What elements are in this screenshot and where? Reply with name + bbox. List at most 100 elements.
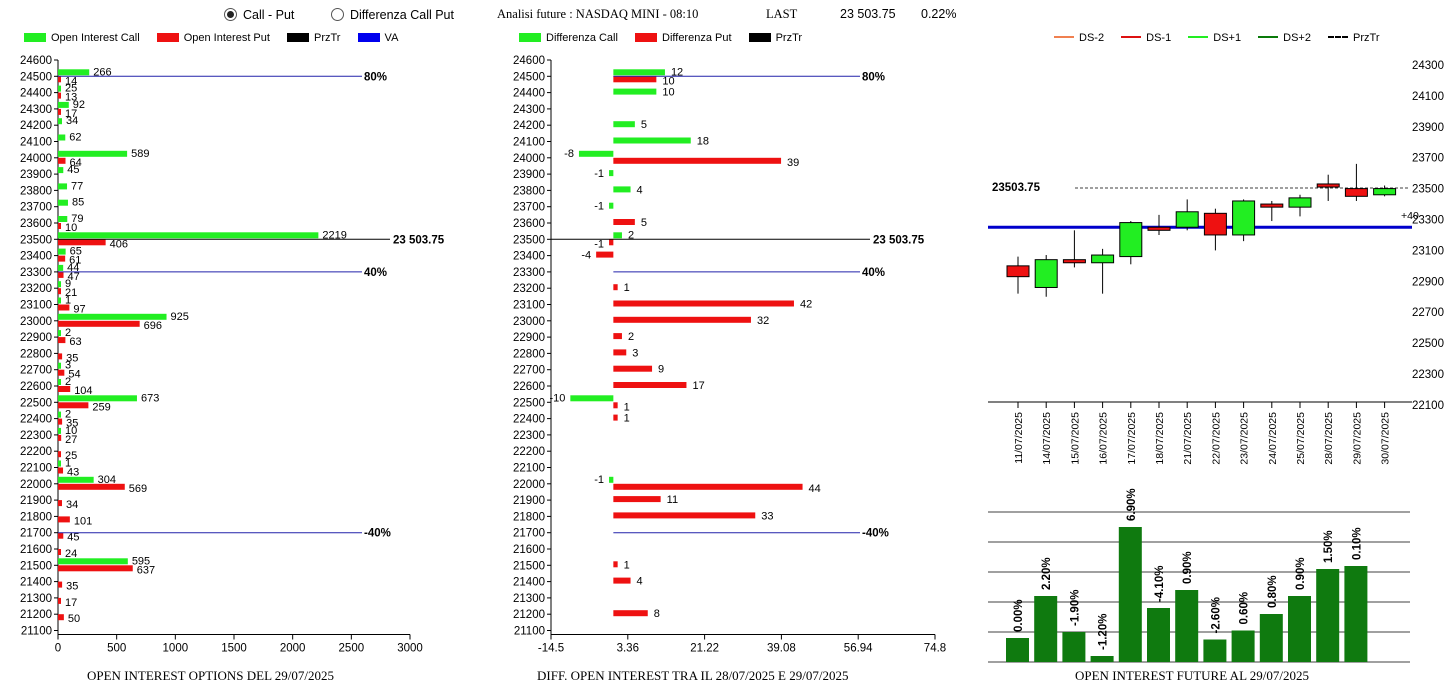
c2-put-bar-label: 8 [654, 608, 660, 620]
c1-put-bar [58, 434, 62, 441]
c1-x-tick-label: 1500 [221, 643, 247, 655]
c1-put-label: 97 [73, 304, 85, 316]
c2-put-bar [613, 316, 751, 323]
c1-call-label: 2 [65, 327, 71, 339]
c4-bar [1288, 596, 1311, 662]
c1-put-label: 101 [74, 515, 92, 527]
c1-put-bar [58, 467, 64, 474]
c1-put-label: 43 [67, 467, 79, 479]
c2-y-tick-label: 21600 [513, 544, 545, 556]
c2-put-bar [613, 577, 631, 584]
c4-bar-label: 0.10% [1351, 527, 1363, 560]
c3-y-tick-label: 23500 [1412, 184, 1444, 196]
c1-call-bar [58, 134, 66, 141]
c1-y-tick-label: 24600 [20, 55, 52, 67]
c1-y-tick-label: 22200 [20, 446, 52, 458]
c1-y-tick-label: 21100 [21, 626, 52, 638]
c4-bar [1175, 590, 1199, 662]
c1-put-label: 104 [74, 385, 92, 397]
c1-call-label: 304 [98, 474, 116, 486]
chart4-title: OPEN INTEREST FUTURE AL 29/07/2025 [1075, 668, 1310, 683]
c2-y-tick-label: 23500 [513, 234, 545, 246]
c2-put-bar-label: 1 [624, 401, 630, 413]
c1-put-bar [58, 320, 140, 327]
c1-y-tick-label: 24500 [20, 71, 52, 83]
c1-put-bar [58, 108, 61, 115]
c1-put-bar [58, 288, 61, 295]
c2-call-bar-label: 10 [662, 87, 674, 99]
c1-put-bar [58, 500, 62, 507]
c1-x-tick-label: 1000 [163, 643, 189, 655]
c3-candle [1091, 254, 1115, 264]
c1-call-label: 595 [132, 555, 150, 567]
c4-bar-label: -2.60% [1210, 597, 1222, 633]
c2-put-bar-label: 5 [641, 217, 647, 229]
c1-y-tick-label: 24300 [20, 104, 52, 116]
c3-x-tick-label: 16/07/2025 [1098, 412, 1110, 465]
c2-y-tick-label: 22200 [513, 446, 545, 458]
c4-bar [1118, 527, 1142, 662]
c1-put-bar [58, 532, 64, 539]
c4-bar-label: 0.80% [1267, 575, 1279, 608]
c1-call-label: 925 [171, 311, 189, 323]
c2-x-tick-label: 39.08 [767, 643, 796, 655]
c2-put-bar [613, 610, 648, 617]
c2-y-tick-label: 24000 [513, 153, 545, 165]
c1-put-bar [58, 549, 61, 555]
c2-y-tick-label: 23100 [513, 300, 545, 312]
c2-put-bar [613, 333, 622, 340]
c1-put-bar [58, 304, 70, 311]
legend-item: Open Interest Put [156, 32, 270, 44]
radio-call-put-label: Call - Put [243, 8, 295, 22]
c1-put-label: 50 [68, 613, 80, 625]
c1-put-bar [58, 255, 66, 262]
c1-call-label: 1 [65, 458, 71, 470]
c4-bar [1090, 656, 1114, 662]
c3-y-tick-label: 24100 [1412, 91, 1444, 103]
c3-x-tick-label: 24/07/2025 [1267, 412, 1279, 465]
c2-y-tick-label: 21900 [513, 495, 545, 507]
c1-call-bar [58, 183, 68, 190]
c2-y-tick-label: 23300 [513, 267, 545, 279]
c3-candle [1232, 200, 1256, 236]
c2-put-bar-label: 1 [624, 559, 630, 571]
c2-call-bar [570, 395, 614, 402]
c1-y-tick-label: 24000 [20, 153, 52, 165]
c2-put-bar-label: 2 [628, 331, 634, 343]
c3-x-tick-label: 17/07/2025 [1126, 412, 1138, 465]
c1-x-tick-label: 500 [107, 643, 126, 655]
c2-y-tick-label: 21400 [513, 577, 545, 589]
c2-y-tick-label: 22700 [513, 365, 545, 377]
c4-bar [1006, 638, 1029, 662]
c1-level-label: 80% [364, 71, 387, 83]
c1-call-label: 92 [73, 99, 85, 111]
c1-put-label: 64 [70, 157, 82, 169]
radio-call-put[interactable]: Call - Put [224, 8, 294, 22]
c2-y-tick-label: 23900 [513, 169, 545, 181]
c2-y-tick-label: 22900 [513, 332, 545, 344]
c1-y-tick-label: 22100 [20, 463, 52, 475]
c2-y-tick-label: 22000 [513, 479, 545, 491]
c1-x-tick-label: 2000 [280, 643, 306, 655]
legend-item: PrzTr [287, 32, 340, 44]
c1-y-tick-label: 21600 [20, 544, 52, 556]
c2-call-bar [609, 170, 614, 177]
c3-candle [1344, 188, 1368, 197]
legend-item: DS-1 [1121, 32, 1171, 44]
c3-y-tick-label: 22300 [1412, 369, 1444, 381]
c1-put-label: 10 [65, 222, 77, 234]
c2-x-tick-label: 3.36 [617, 643, 639, 655]
c3-candle [1288, 197, 1312, 208]
c3-x-tick-label: 22/07/2025 [1210, 412, 1222, 465]
c2-y-tick-label: 21700 [513, 528, 545, 540]
c1-put-label: 637 [137, 564, 155, 576]
c2-call-bar [613, 137, 691, 144]
radio-diff[interactable]: Differenza Call Put [331, 8, 454, 22]
c3-x-tick-label: 28/07/2025 [1323, 412, 1335, 465]
c2-call-bar-label: 5 [641, 119, 647, 131]
c1-put-bar [58, 597, 61, 604]
c1-x-tick-label: 2500 [339, 643, 365, 655]
c3-x-tick-label: 14/07/2025 [1041, 412, 1053, 465]
c1-x-tick-label: 0 [55, 643, 61, 655]
c1-y-tick-label: 24400 [20, 88, 52, 100]
